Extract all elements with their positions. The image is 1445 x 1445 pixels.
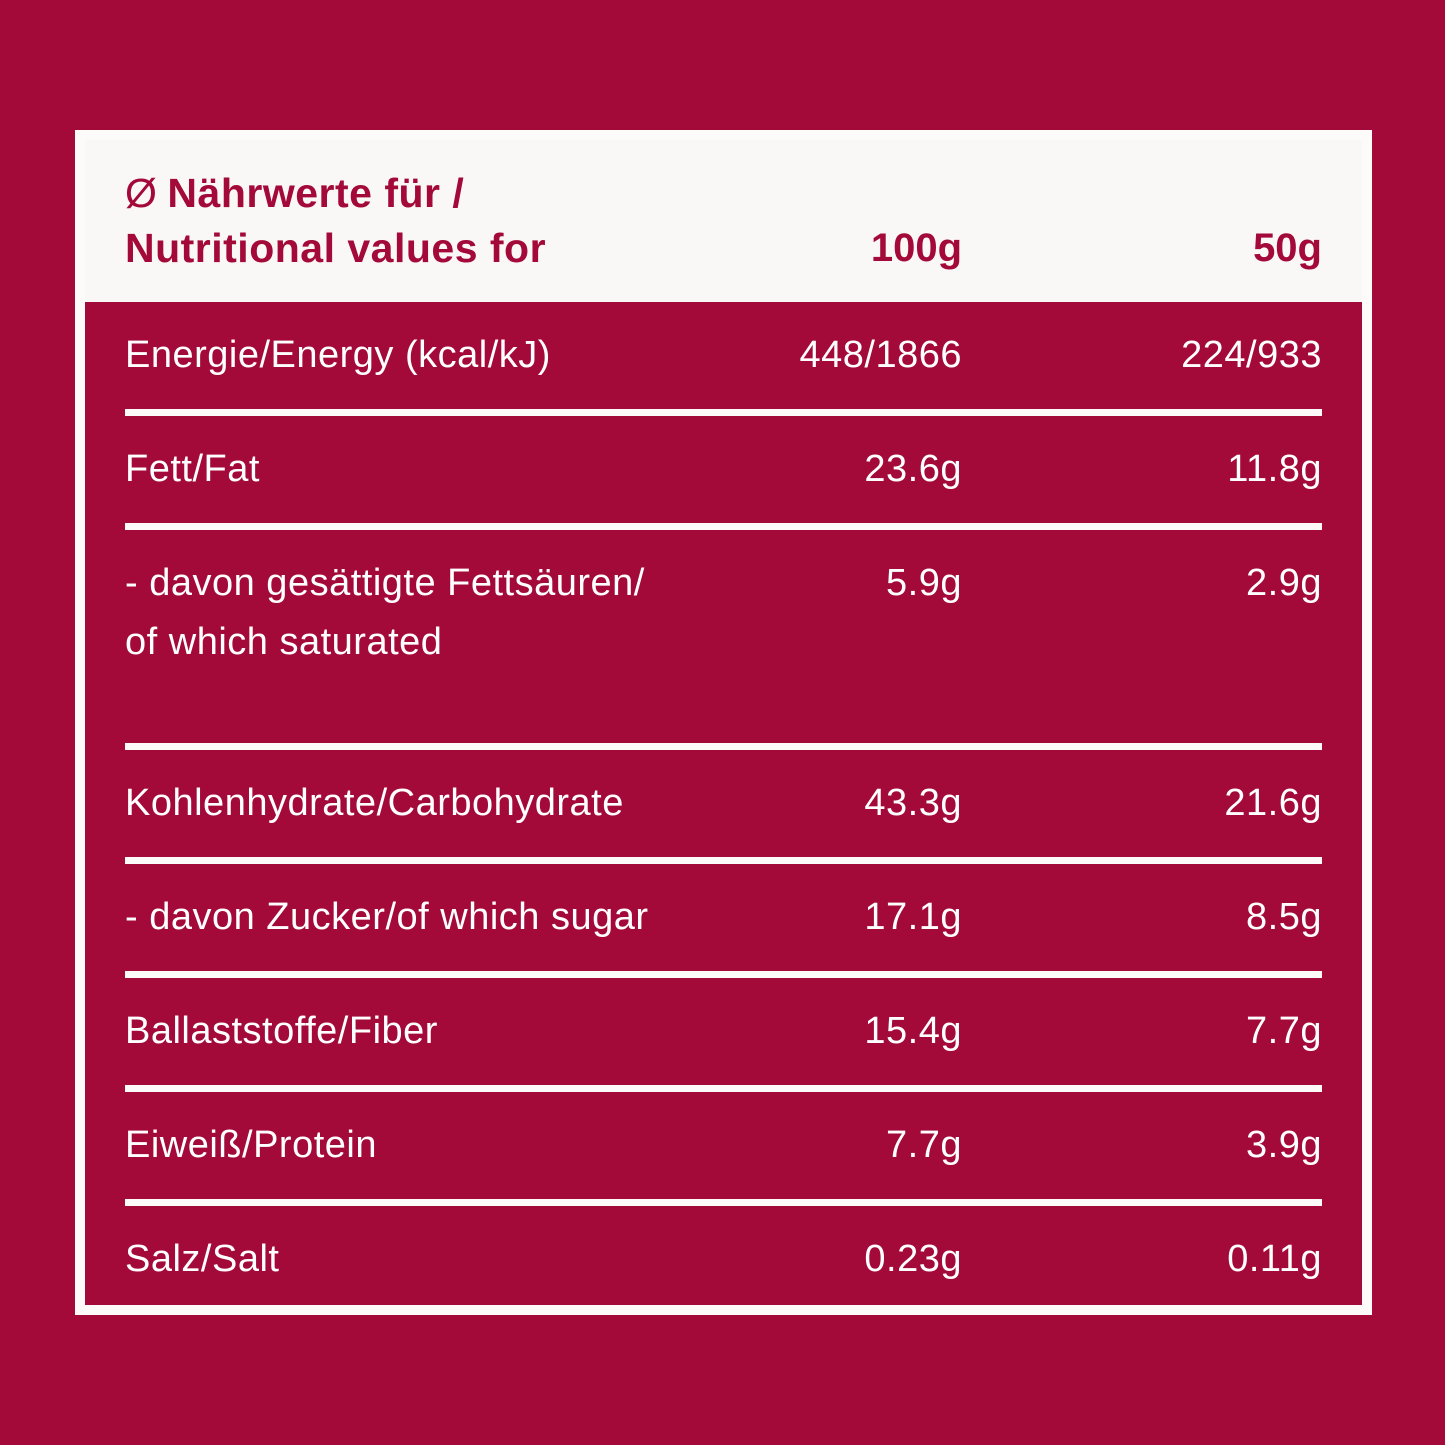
value-50g: 21.6g — [1224, 782, 1322, 825]
table-title: Ø Nährwerte für / Nutritional values for — [125, 166, 722, 276]
table-row-carbohydrate: Kohlenhydrate/Carbohydrate 43.3g 21.6g — [125, 750, 1322, 865]
table-header: Ø Nährwerte für / Nutritional values for … — [85, 140, 1362, 302]
table-body: Energie/Energy (kcal/kJ) 448/1866 224/93… — [85, 302, 1362, 1313]
value-100g: 15.4g — [864, 1010, 962, 1053]
nutrient-label: - davon gesättigte Fettsäuren/ of which … — [125, 561, 645, 663]
value-50g: 11.8g — [1227, 447, 1322, 490]
nutrient-label: Fett/Fat — [125, 447, 260, 490]
column-header-50g: 50g — [1253, 226, 1322, 271]
table-title-line1: Ø Nährwerte für / — [125, 166, 722, 221]
table-row-fiber: Ballaststoffe/Fiber 15.4g 7.7g — [125, 978, 1322, 1093]
nutrient-label: Kohlenhydrate/Carbohydrate — [125, 782, 624, 825]
value-100g: 23.6g — [864, 447, 962, 490]
nutrient-label: Ballaststoffe/Fiber — [125, 1010, 438, 1053]
title-german: Nährwerte für / — [167, 170, 465, 216]
table-title-line2: Nutritional values for — [125, 224, 547, 271]
value-50g: 0.11g — [1227, 1238, 1322, 1280]
value-50g: 2.9g — [1246, 561, 1322, 604]
value-100g: 17.1g — [864, 896, 962, 939]
table-row-salt: Salz/Salt 0.23g 0.11g — [125, 1206, 1322, 1313]
value-100g: 7.7g — [886, 1124, 962, 1167]
value-100g: 5.9g — [886, 561, 962, 604]
nutrient-label: Energie/Energy (kcal/kJ) — [125, 333, 551, 376]
average-symbol: Ø — [125, 170, 158, 216]
value-50g: 224/933 — [1181, 333, 1322, 376]
value-100g: 0.23g — [864, 1238, 962, 1280]
value-50g: 7.7g — [1246, 1010, 1322, 1053]
nutrient-label: - davon Zucker/of which sugar — [125, 896, 649, 939]
table-row-sugar: - davon Zucker/of which sugar 17.1g 8.5g — [125, 864, 1322, 979]
table-row-saturated-fat: - davon gesättigte Fettsäuren/ of which … — [125, 530, 1322, 751]
value-50g: 8.5g — [1246, 896, 1322, 939]
table-row-fat: Fett/Fat 23.6g 11.8g — [125, 416, 1322, 530]
table-row-energy: Energie/Energy (kcal/kJ) 448/1866 224/93… — [125, 302, 1322, 416]
value-100g: 43.3g — [864, 782, 962, 825]
value-50g: 3.9g — [1246, 1124, 1322, 1167]
nutrient-label: Salz/Salt — [125, 1238, 280, 1280]
column-header-100g: 100g — [870, 226, 962, 271]
value-100g: 448/1866 — [799, 333, 962, 376]
nutrient-label: Eiweiß/Protein — [125, 1124, 377, 1167]
table-row-protein: Eiweiß/Protein 7.7g 3.9g — [125, 1092, 1322, 1206]
nutrition-table-panel: Ø Nährwerte für / Nutritional values for … — [75, 130, 1372, 1315]
